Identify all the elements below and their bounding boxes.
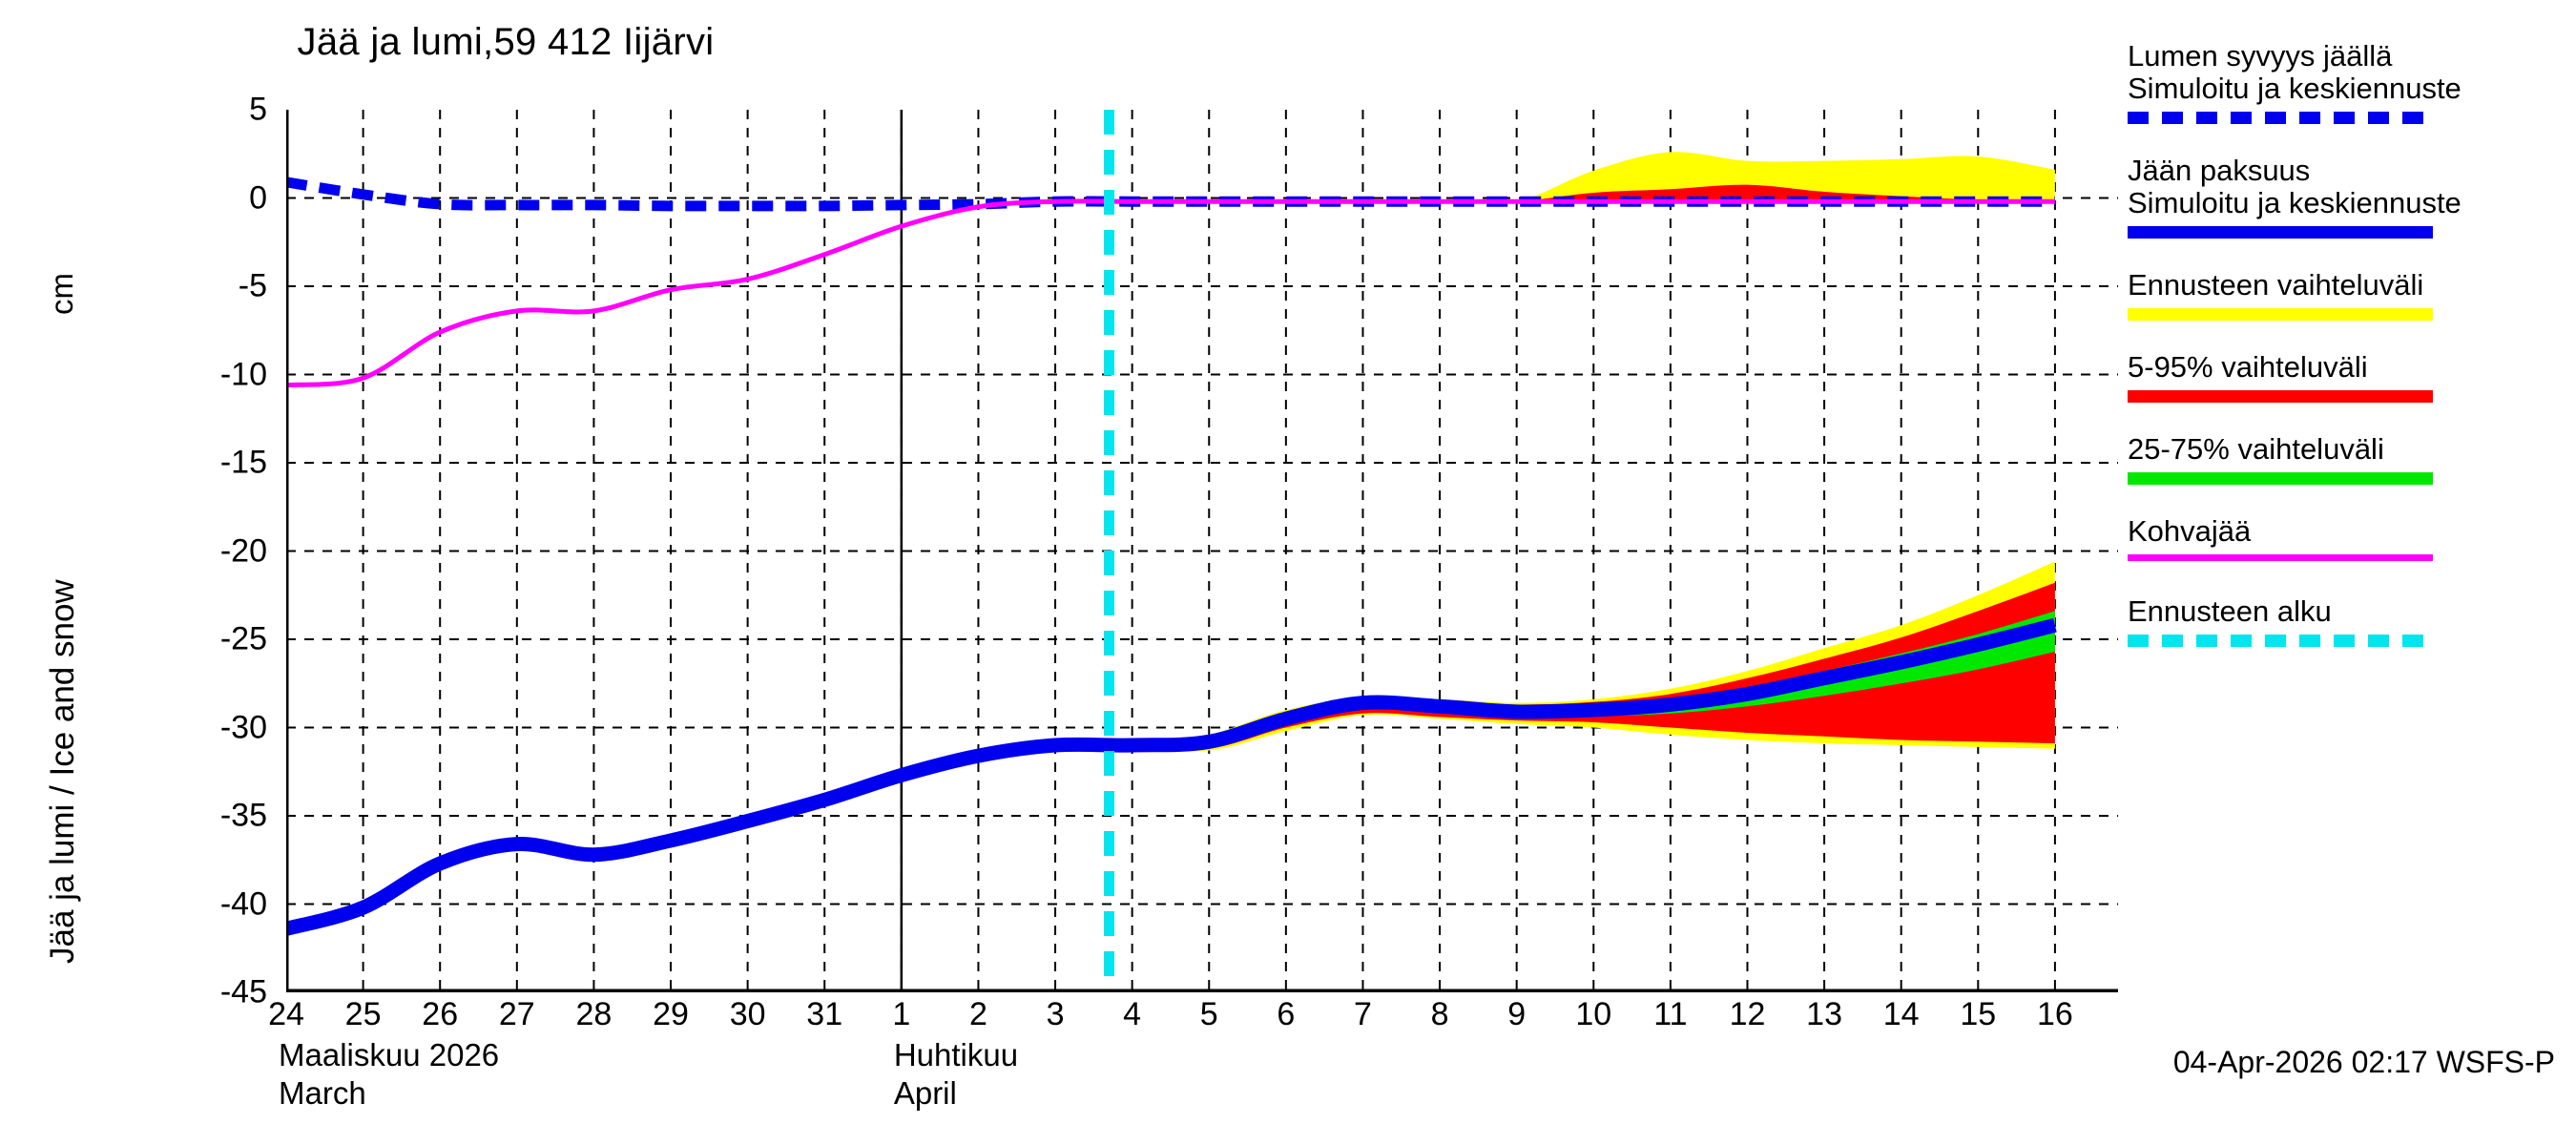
legend-swatch xyxy=(2128,390,2433,403)
legend-item-subtitle: Simuloitu ja keskiennuste xyxy=(2128,72,2462,105)
series-line xyxy=(286,617,2057,936)
x-axis-tick: 7 xyxy=(1353,996,1372,1032)
x-axis-tick-labels: 24 25 26 27 28 29 30 31 1 2 3 4 5 6 7 8 9 10 11 12 13 14 15 16 xyxy=(268,996,2118,1040)
legend-item-title: Jään paksuus xyxy=(2128,154,2311,187)
y-axis-tick: -30 xyxy=(219,709,267,745)
legend-item: Ennusteen vaihteluväli xyxy=(2128,267,2566,321)
x-axis-tick: 4 xyxy=(1123,996,1142,1032)
x-axis-tick: 11 xyxy=(1653,996,1688,1032)
page-title: Jää ja lumi,59 412 Iijärvi xyxy=(297,21,715,63)
legend-swatch xyxy=(2128,635,2433,647)
legend-item: 5-95% vaihteluväli xyxy=(2128,349,2566,403)
y-axis-unit-label: cm xyxy=(44,273,79,315)
y-axis-tick: -20 xyxy=(219,532,267,569)
legend-swatch xyxy=(2128,472,2433,485)
legend-item: Lumen syvyys jäällä Simuloitu ja keskienn… xyxy=(2128,38,2566,124)
x-axis-tick: 6 xyxy=(1277,996,1296,1032)
x-axis-tick: 2 xyxy=(968,996,987,1032)
x-axis-tick: 12 xyxy=(1729,996,1766,1032)
x-axis-tick: 25 xyxy=(344,996,382,1032)
x-axis-tick: 27 xyxy=(498,996,535,1032)
y-axis-tick: -40 xyxy=(219,885,267,922)
plot-canvas xyxy=(286,110,2118,992)
forecast-band xyxy=(1055,152,2055,204)
legend-item: Ennusteen alku xyxy=(2128,593,2566,647)
x-axis-tick: 15 xyxy=(1960,996,1997,1032)
plot-area xyxy=(286,110,2118,992)
x-axis-tick: 8 xyxy=(1430,996,1449,1032)
y-axis-tick: -10 xyxy=(219,356,267,392)
y-axis-tick: 0 xyxy=(249,179,267,216)
x-axis-tick: 13 xyxy=(1806,996,1842,1032)
legend-item-title: Lumen syvyys jäällä xyxy=(2128,39,2393,73)
legend-item-title: Ennusteen vaihteluväli xyxy=(2128,268,2424,302)
x-axis-tick: 16 xyxy=(2036,996,2073,1032)
footer-timestamp: 04-Apr-2026 02:17 WSFS-P xyxy=(2172,1045,2555,1079)
legend-item: Jään paksuus Simuloitu ja keskiennuste xyxy=(2128,153,2566,239)
chart-legend: Lumen syvyys jäällä Simuloitu ja keskienn… xyxy=(2128,38,2566,660)
y-axis-tick: -5 xyxy=(238,267,267,304)
x-axis-tick: 29 xyxy=(653,996,689,1032)
y-axis-tick: -15 xyxy=(219,444,267,481)
y-axis-tick: -25 xyxy=(219,620,267,657)
y-axis-tick-labels: 5 0 -5 -10 -15 -20 -25 -30 -35 -40 -45 xyxy=(143,92,267,1010)
x-axis-tick: 1 xyxy=(892,996,911,1032)
legend-item-title: 5-95% vaihteluväli xyxy=(2128,350,2368,384)
legend-swatch xyxy=(2128,226,2433,239)
month-label-fi: Huhtikuu xyxy=(893,1037,1019,1072)
legend-item-title: Kohvajää xyxy=(2128,514,2252,548)
x-axis-tick: 30 xyxy=(729,996,766,1032)
x-axis-tick: 14 xyxy=(1882,996,1920,1032)
legend-item: Kohvajää xyxy=(2128,513,2566,561)
x-axis-tick: 10 xyxy=(1575,996,1612,1032)
legend-item: 25-75% vaihteluväli xyxy=(2128,431,2566,485)
month-label-en: April xyxy=(893,1075,957,1111)
grid-lines xyxy=(286,110,2118,992)
legend-swatch xyxy=(2128,112,2433,124)
data-series xyxy=(286,177,2057,936)
legend-item-title: 25-75% vaihteluväli xyxy=(2128,432,2384,466)
month-label: Huhtikuu April xyxy=(894,1036,1018,1113)
x-axis-tick: 31 xyxy=(806,996,843,1032)
series-line xyxy=(286,198,2055,388)
month-label: Maaliskuu 2026 March xyxy=(279,1036,499,1113)
chart-svg xyxy=(286,110,2118,992)
forecast-band xyxy=(1055,582,2055,750)
legend-swatch xyxy=(2128,308,2433,321)
legend-item-subtitle: Simuloitu ja keskiennuste xyxy=(2128,186,2462,219)
y-axis-title: Jää ja lumi / Ice and snow xyxy=(44,579,81,964)
month-label-en: March xyxy=(279,1075,366,1111)
x-axis-tick: 3 xyxy=(1046,996,1065,1032)
legend-swatch xyxy=(2128,554,2433,561)
y-axis-tick: -45 xyxy=(219,973,267,1010)
x-axis-tick: 5 xyxy=(1199,996,1218,1032)
month-label-fi: Maaliskuu 2026 xyxy=(279,1037,500,1072)
x-axis-tick: 28 xyxy=(575,996,613,1032)
x-axis-tick: 24 xyxy=(268,996,304,1032)
x-axis-tick: 9 xyxy=(1507,996,1527,1032)
y-axis-tick: -35 xyxy=(219,797,267,834)
legend-item-title: Ennusteen alku xyxy=(2128,594,2332,628)
y-axis-tick: 5 xyxy=(249,91,267,128)
x-axis-tick: 26 xyxy=(422,996,459,1032)
